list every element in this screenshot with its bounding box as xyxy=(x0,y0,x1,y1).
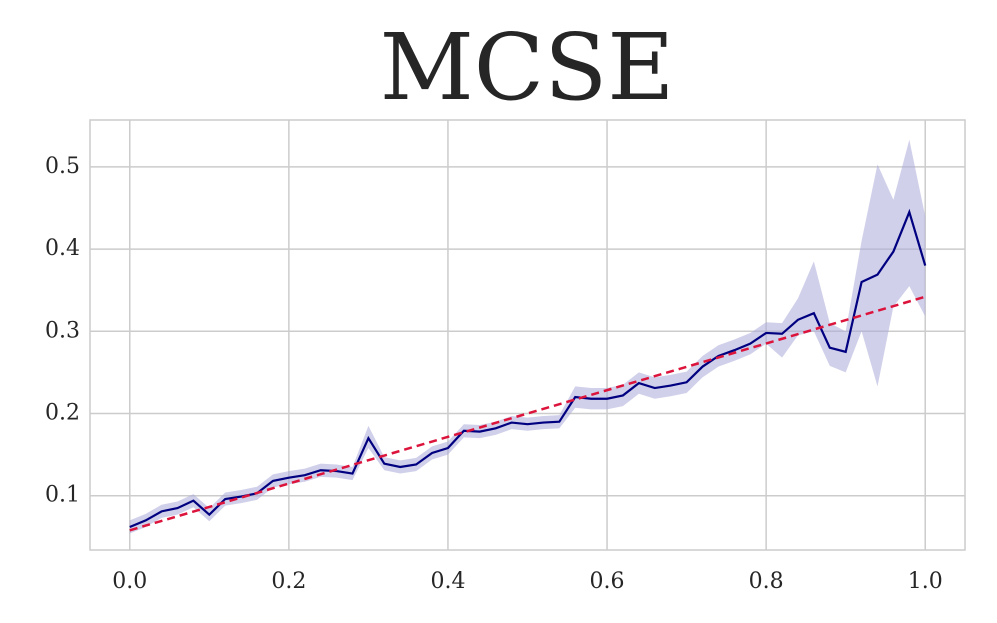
x-tick-label: 0.0 xyxy=(112,569,147,594)
trend-line xyxy=(129,295,926,532)
y-tick-label: 0.2 xyxy=(45,401,80,426)
y-tick-label: 0.1 xyxy=(45,483,80,508)
chart-title: MCSE xyxy=(380,14,675,121)
data-line xyxy=(129,208,927,528)
y-tick-label: 0.3 xyxy=(45,318,80,343)
x-tick-label: 1.0 xyxy=(908,569,943,594)
confidence-band xyxy=(129,139,926,534)
x-tick-label: 0.8 xyxy=(749,569,784,594)
plot-frame xyxy=(89,119,966,551)
x-tick-label: 0.2 xyxy=(271,569,306,594)
y-tick-label: 0.5 xyxy=(45,154,80,179)
y-tick-label: 0.4 xyxy=(45,236,80,261)
x-tick-label: 0.4 xyxy=(430,569,465,594)
x-tick-label: 0.6 xyxy=(590,569,625,594)
